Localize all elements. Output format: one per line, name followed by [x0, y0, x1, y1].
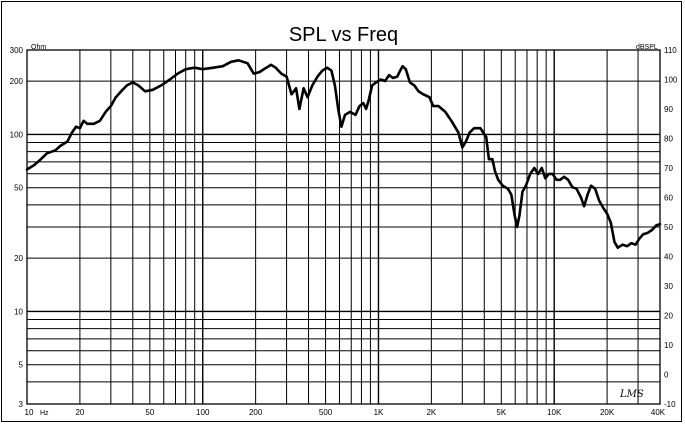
right-tick-label: -10 [664, 400, 676, 409]
left-tick-label: 100 [10, 130, 24, 139]
left-tick-label: 5 [19, 361, 24, 370]
left-axis-unit: Ohm [31, 44, 46, 51]
x-axis-tick-labels: 10 20 50 100 200 500 1K 2K 5K 10K 20K 40K [25, 408, 666, 417]
minor-gridlines [27, 50, 660, 404]
x-tick-label: 10 [25, 408, 34, 417]
right-tick-label: 70 [664, 164, 673, 173]
lms-watermark: LMS [619, 389, 644, 400]
right-tick-label: 100 [664, 76, 678, 85]
x-tick-label: 10K [547, 408, 562, 417]
right-tick-label: 110 [664, 46, 677, 55]
major-gridlines [27, 50, 660, 404]
x-tick-label: 5K [496, 408, 506, 417]
x-tick-label: 50 [145, 408, 154, 417]
right-tick-label: 30 [664, 282, 673, 291]
right-tick-label: 40 [664, 253, 673, 262]
x-tick-label: 500 [319, 408, 333, 417]
series-group [25, 59, 662, 249]
spl-curve [25, 59, 662, 249]
right-tick-label: 10 [664, 341, 673, 350]
right-tick-label: 50 [664, 223, 673, 232]
right-tick-label: 0 [664, 371, 669, 380]
right-axis-unit: dBSPL [636, 44, 658, 51]
x-tick-label: 40K [651, 408, 666, 417]
x-tick-label: 100 [196, 408, 210, 417]
left-axis-tick-labels: 300 200 100 50 20 10 5 3 [10, 46, 24, 409]
left-tick-label: 3 [19, 400, 24, 409]
chart-title: SPL vs Freq [289, 24, 398, 46]
right-tick-label: 60 [664, 194, 673, 203]
right-tick-label: 90 [664, 105, 673, 114]
left-tick-label: 20 [14, 254, 23, 263]
left-tick-label: 10 [14, 307, 23, 316]
x-tick-label: 200 [249, 408, 263, 417]
left-tick-label: 200 [10, 77, 24, 86]
left-tick-label: 50 [14, 184, 23, 193]
right-tick-label: 80 [664, 135, 673, 144]
left-tick-label: 300 [10, 46, 24, 55]
x-axis-unit: Hz [40, 410, 49, 417]
right-tick-label: 20 [664, 312, 673, 321]
x-tick-label: 1K [374, 408, 384, 417]
x-tick-label: 2K [426, 408, 436, 417]
plot-area-border [26, 49, 661, 405]
x-tick-label: 20K [600, 408, 615, 417]
x-tick-label: 20 [75, 408, 84, 417]
